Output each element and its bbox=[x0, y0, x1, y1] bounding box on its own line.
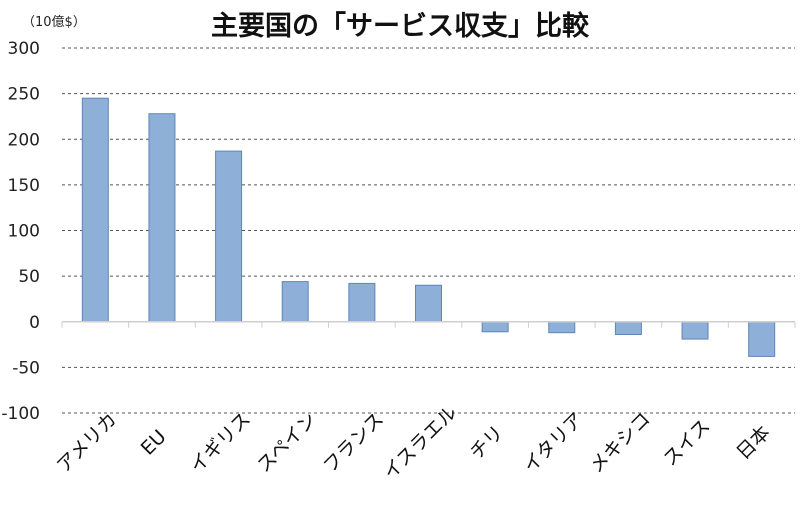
x-category-label: イギリス bbox=[186, 408, 255, 477]
x-category-label: 日本 bbox=[732, 422, 774, 464]
bar-11 bbox=[748, 321, 776, 357]
y-tick-label: -50 bbox=[12, 358, 40, 378]
x-category-label: スイス bbox=[659, 415, 714, 470]
y-axis-unit-label: （10億$） bbox=[22, 15, 86, 30]
y-tick-label: 150 bbox=[8, 176, 40, 196]
y-tick-label: 50 bbox=[18, 267, 40, 287]
x-category-label: メキシコ bbox=[586, 408, 655, 477]
x-category-label: フランス bbox=[319, 408, 388, 477]
bar-10 bbox=[681, 321, 709, 340]
y-tick-label: 300 bbox=[8, 39, 40, 59]
x-category-label: イスラエル bbox=[379, 402, 461, 484]
x-category-label: チリ bbox=[466, 422, 508, 464]
bar-3 bbox=[215, 150, 243, 323]
y-tick-label: 0 bbox=[29, 313, 40, 333]
bar-2 bbox=[148, 113, 176, 323]
x-category-label: アメリカ bbox=[53, 408, 122, 477]
y-tick-label: 200 bbox=[8, 130, 40, 150]
bar-9 bbox=[614, 321, 642, 336]
bar-6 bbox=[415, 284, 442, 323]
x-category-label: スペイン bbox=[253, 409, 321, 477]
bar-4 bbox=[281, 281, 309, 323]
y-tick-label: -100 bbox=[1, 404, 40, 424]
x-category-label: EU bbox=[137, 426, 171, 460]
bar-5 bbox=[348, 282, 376, 323]
bar-8 bbox=[548, 321, 576, 334]
y-tick-label: 100 bbox=[8, 222, 40, 242]
x-category-label: イタリア bbox=[519, 408, 588, 477]
bar-1 bbox=[81, 97, 109, 323]
bar-7 bbox=[481, 321, 509, 333]
chart-title: 主要国の「サービス収支」比較 bbox=[211, 11, 589, 42]
y-tick-label: 250 bbox=[8, 85, 40, 105]
